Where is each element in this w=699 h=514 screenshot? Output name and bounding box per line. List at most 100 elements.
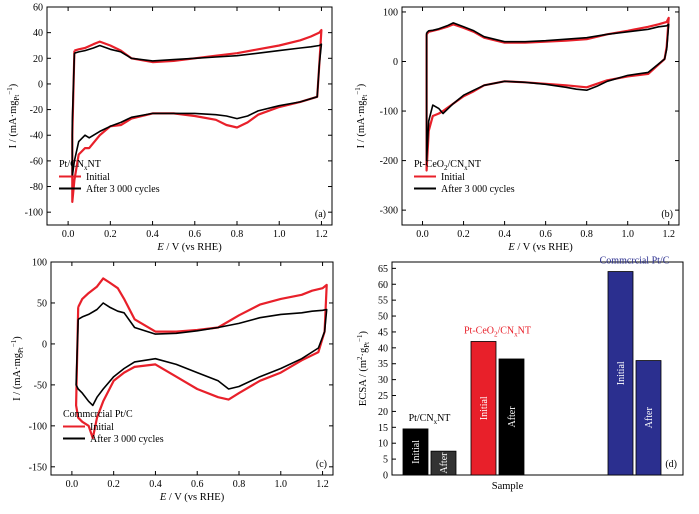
legend-label-after-cycles: After 3 000 cycles: [90, 434, 164, 445]
series-line-after-cycles: [75, 302, 328, 407]
x-tick-label: 0.0: [66, 479, 79, 490]
bar-label-initial: Initial: [479, 396, 490, 420]
x-tick-label: 0.6: [189, 229, 202, 240]
bar-after: [430, 450, 457, 476]
series-line-after-cycles: [425, 22, 670, 162]
legend-label-initial: Initial: [441, 172, 465, 183]
x-tick-label: 0.4: [149, 479, 162, 490]
y-tick-label: -50: [34, 380, 47, 391]
panel-a: 0.0 0.2 0.4 0.6 0.8 1.0 1.2 -100 -80 -60 -40 -20 0 20…: [6, 3, 333, 253]
y-tick-label: -80: [30, 182, 43, 193]
y-tick-label: 45: [378, 327, 388, 338]
y-tick-label: 50: [378, 312, 388, 323]
x-axis-label: E / V (vs RHE): [159, 492, 225, 503]
x-tick-label: 0.8: [231, 229, 244, 240]
x-tick-label: 1.0: [621, 229, 634, 240]
bar-label-initial-group: Initial: [616, 361, 627, 385]
y-tick-label: 40: [378, 343, 388, 354]
y-axis-label: I / (mA·mgPt−1): [10, 336, 25, 401]
y-tick-label: 50: [37, 298, 47, 309]
x-axis-label: E / V (vs RHE): [156, 242, 222, 253]
legend-label-after-cycles: After 3 000 cycles: [86, 184, 160, 195]
panel-label: (d): [665, 459, 677, 470]
y-tick-label: 55: [378, 296, 388, 307]
x-tick-label: 0.2: [107, 479, 120, 490]
y-tick-label: 60: [378, 280, 388, 291]
x-tick-label: 0.2: [104, 229, 117, 240]
group-label: Pt-CeO2/CNxNT: [464, 325, 531, 338]
y-tick-label: 30: [378, 375, 388, 386]
bar-label-initial: Initial: [616, 361, 627, 385]
bar-label-initial-group: Initial: [411, 440, 422, 464]
panel-label: (a): [315, 209, 326, 220]
y-tick-label: -100: [25, 208, 43, 219]
bar-label-after-group: After: [439, 452, 450, 474]
plot-frame: [50, 261, 334, 476]
x-tick-label: 0.4: [498, 229, 511, 240]
y-tick-label: 5: [383, 455, 388, 466]
y-tick-label: -60: [30, 156, 43, 167]
y-tick-label: -150: [29, 462, 47, 473]
y-axis-label-group: I / (mA·mgPt−1): [10, 336, 25, 401]
x-tick-label: 0.6: [191, 479, 204, 490]
y-tick-label: 25: [378, 391, 388, 402]
y-tick-label: -20: [30, 105, 43, 116]
x-tick-label: 0.8: [580, 229, 593, 240]
y-tick-label: 0: [38, 79, 43, 90]
y-tick-label: 100: [32, 258, 47, 269]
x-tick-label: 0.6: [539, 229, 552, 240]
bar-label-after: After: [439, 452, 450, 474]
y-tick-label: 35: [378, 359, 388, 370]
bar-after: [498, 358, 525, 476]
bar-initial: [607, 271, 634, 476]
group-label: Commcrcial Pt/C: [600, 256, 670, 267]
y-tick-label: -40: [30, 131, 43, 142]
legend-label-initial: Initial: [90, 422, 114, 433]
bar-label-after: After: [507, 406, 518, 428]
x-tick-label: 0.4: [146, 229, 159, 240]
bar-label-initial-group: Initial: [479, 396, 490, 420]
legend-label-initial: Initial: [86, 172, 110, 183]
sample-label: Pt-CeO2/CNxNT: [414, 159, 481, 172]
x-tick-label: 1.2: [315, 229, 328, 240]
y-tick-label: 0: [383, 471, 388, 482]
group-label: Pt/CNxNT: [409, 413, 451, 426]
bar-label-after-group: After: [644, 407, 655, 429]
x-tick-label: 0.0: [62, 229, 75, 240]
legend-label-after-cycles: After 3 000 cycles: [441, 184, 515, 195]
y-tick-label: 20: [33, 54, 43, 65]
x-axis-label: Sample: [492, 481, 524, 492]
y-tick-label: 40: [33, 28, 43, 39]
y-tick-label: -100: [29, 421, 47, 432]
panel-d: 0 5 10 15 20 25 30 35 40 45 50 55 60 65 Initial After Pt…: [356, 256, 684, 492]
y-tick-label: 10: [378, 439, 388, 450]
bar-label-after: After: [644, 407, 655, 429]
x-tick-label: 1.2: [316, 479, 329, 490]
sample-label: Pt/CNxNT: [59, 159, 101, 172]
panel-label: (b): [661, 209, 673, 220]
x-tick-label: 1.0: [273, 229, 286, 240]
y-tick-label: 0: [393, 57, 398, 68]
bar-initial: [470, 341, 497, 476]
bar-label-initial: Initial: [411, 440, 422, 464]
plot-frame: [391, 261, 684, 476]
y-tick-label: 60: [33, 3, 43, 14]
x-tick-label: 1.2: [662, 229, 675, 240]
sample-label: Commcrcial Pt/C: [63, 409, 133, 420]
y-tick-label: 20: [378, 407, 388, 418]
y-tick-label: 15: [378, 423, 388, 434]
y-axis-label: I / (mA·mgPt−1): [6, 83, 21, 148]
x-axis-label: E / V (vs RHE): [507, 242, 573, 253]
panel-c: 0.0 0.2 0.4 0.6 0.8 1.0 1.2 -150 -100 -50 0 50 100 E …: [10, 258, 334, 503]
y-axis-label: ECSA / (m2·gPt−1): [356, 330, 371, 406]
plot-frame: [401, 6, 680, 226]
x-tick-label: 0.2: [457, 229, 470, 240]
bar-label-after-group: After: [507, 406, 518, 428]
x-tick-label: 0.8: [233, 479, 246, 490]
x-tick-label: 0.0: [416, 229, 429, 240]
y-tick-label: 100: [383, 7, 398, 18]
y-tick-label: 0: [42, 339, 47, 350]
y-tick-label: 65: [378, 264, 388, 275]
bar-after: [635, 360, 662, 476]
